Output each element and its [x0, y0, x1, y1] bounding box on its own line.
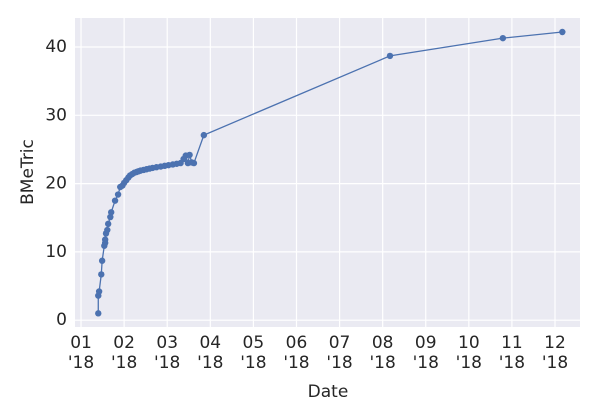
point: [190, 159, 198, 167]
y-tick-label: 20: [45, 174, 67, 194]
point: [98, 257, 106, 264]
x-tick-label: 12 '18: [541, 333, 569, 373]
y-axis-label: BMeTric: [18, 139, 38, 205]
y-tick-label: 30: [45, 105, 67, 125]
point: [559, 28, 566, 36]
x-tick-label: 09 '18: [412, 333, 439, 373]
point: [104, 226, 111, 234]
x-tick-label: 01 '18: [67, 333, 95, 373]
y-tick-label: 10: [45, 242, 67, 262]
point: [107, 213, 114, 221]
point: [111, 197, 119, 204]
x-tick-label: 06 '18: [283, 333, 310, 373]
x-tick-label: 10 '18: [455, 333, 482, 373]
point: [107, 209, 115, 216]
point: [98, 271, 105, 278]
x-tick-label: 11 '18: [498, 333, 526, 373]
point: [95, 310, 102, 317]
point: [95, 288, 103, 295]
x-tick-label: 03 '18: [154, 333, 181, 373]
y-tick-label: 40: [45, 37, 67, 57]
x-axis-label: Date: [308, 382, 349, 402]
x-tick-label: 08 '18: [369, 333, 396, 373]
x-tick-label: 05 '18: [240, 333, 267, 373]
point: [499, 34, 507, 42]
plot-area: [75, 18, 580, 327]
point: [186, 151, 193, 159]
point: [104, 220, 112, 228]
point: [386, 52, 394, 60]
point: [114, 191, 122, 198]
x-tick-label: 07 '18: [326, 333, 353, 373]
y-tick-label: 0: [56, 310, 67, 330]
point: [101, 236, 109, 243]
point: [200, 131, 208, 139]
x-tick-label: 04 '18: [197, 333, 224, 373]
x-tick-label: 02 '18: [110, 333, 138, 373]
